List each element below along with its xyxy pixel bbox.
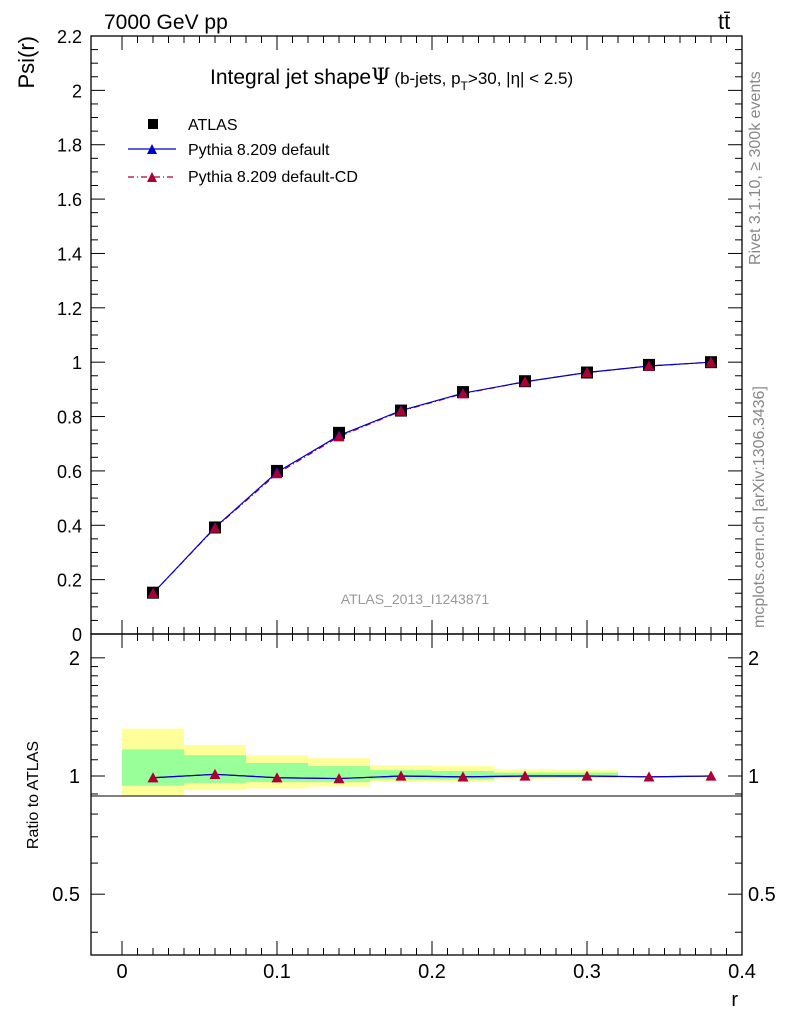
legend-label-default-cd: Pythia 8.209 default-CD — [188, 169, 358, 186]
ratio-point — [581, 770, 593, 781]
ratio-point — [271, 772, 283, 783]
ratio-point — [643, 771, 655, 782]
x-tick-label: 0 — [116, 961, 127, 983]
ratio-y-tick-label-right: 0.5 — [748, 884, 776, 906]
default-cd-point — [643, 360, 655, 371]
x-tick-labels: 0 0.1 0.2 0.3 0.4 — [116, 961, 755, 983]
ratio-line — [152, 773, 712, 780]
ratio-y-tick-label-right: 1 — [748, 766, 759, 788]
ratio-y-tick-labels: 0.5 0.5 1 1 2 2 — [52, 648, 776, 906]
ratio-point — [209, 768, 221, 779]
ratio-point — [333, 773, 345, 784]
default-cd-point — [271, 468, 283, 479]
main-y-tick-label: 0.4 — [57, 516, 82, 536]
default-cd-point — [147, 587, 159, 598]
ratio-point — [457, 771, 469, 782]
title-sub: T — [461, 79, 469, 93]
ratio-y-tick-label: 0.5 — [52, 884, 80, 906]
series-line-default-cd — [152, 361, 712, 594]
legend-marker-default — [147, 144, 157, 154]
main-y-axis-label: Psi(r) — [14, 36, 39, 89]
ratio-frame — [90, 633, 743, 956]
main-y-tick-label: 0.2 — [57, 571, 82, 591]
series-line-default — [152, 361, 712, 594]
title-close: >30, |η| < 2.5) — [468, 69, 573, 88]
x-tick-label: 0.2 — [418, 961, 446, 983]
ratio-y-tick-label: 2 — [69, 648, 80, 670]
main-ticks — [91, 35, 743, 635]
ratio-point — [705, 770, 717, 781]
default-cd-point — [209, 522, 221, 533]
legend-label-default: Pythia 8.209 default — [188, 142, 330, 159]
rivet-label: Rivet 3.1.10, ≥ 300k events — [747, 71, 764, 265]
main-y-tick-label: 2.2 — [57, 27, 82, 47]
process-label: tt̄ — [718, 9, 730, 34]
x-axis-label: r — [731, 989, 738, 1011]
default-cd-point — [519, 376, 531, 387]
x-tick-label: 0.4 — [728, 961, 756, 983]
ratio-y-tick-label: 1 — [69, 766, 80, 788]
title-main: Integral jet shape — [210, 66, 371, 89]
ratio-ticks — [91, 634, 743, 955]
ratio-y-tick-label-right: 2 — [748, 648, 759, 670]
main-y-tick-label: 0.6 — [57, 462, 82, 482]
mcplots-label: mcplots.cern.ch [arXiv:1306.3436] — [751, 386, 768, 628]
x-tick-label: 0.1 — [263, 961, 291, 983]
x-tick-label: 0.3 — [573, 961, 601, 983]
ratio-series — [147, 768, 717, 784]
energy-label: 7000 GeV pp — [104, 11, 228, 34]
title-psi: Ψ — [371, 65, 390, 90]
default-cd-point — [705, 356, 717, 367]
main-y-tick-label: 1.2 — [57, 299, 82, 319]
main-y-tick-label: 1.6 — [57, 190, 82, 210]
main-y-tick-label: 1.8 — [57, 136, 82, 156]
default-cd-point — [457, 388, 469, 399]
legend-label-atlas: ATLAS — [188, 117, 238, 134]
ratio-point — [395, 770, 407, 781]
legend-marker-default-cd — [147, 172, 157, 182]
main-y-tick-label: 2 — [72, 81, 82, 101]
main-panel: 0.2 0.4 0.6 0.8 1 1.2 1.4 1.6 1.8 2 2.2 0 Psi(r) I… — [14, 27, 743, 645]
ratio-point — [519, 770, 531, 781]
plot-title: Integral jet shapeΨ (b-jets, pT>30, |η| <… — [210, 65, 573, 93]
main-series — [147, 356, 717, 599]
main-y-tick-labels: 0.2 0.4 0.6 0.8 1 1.2 1.4 1.6 1.8 2 2.2 — [57, 27, 82, 591]
main-y-tick-label: 0.8 — [57, 408, 82, 428]
main-y-tick-label: 1.4 — [57, 244, 82, 264]
title-open: (b-jets, p — [394, 69, 460, 88]
ratio-bands — [122, 728, 618, 796]
legend-marker-atlas — [148, 119, 158, 129]
main-y-tick-label: 1 — [72, 353, 82, 373]
ratio-point — [147, 772, 159, 783]
analysis-watermark: ATLAS_2013_I1243871 — [341, 591, 490, 607]
default-cd-point — [333, 431, 345, 442]
ratio-panel: 0.5 0.51 12 2 0 0.1 0.2 0.3 0.4 Ratio to ATLAS … — [25, 633, 776, 1011]
default-cd-point — [581, 367, 593, 378]
ratio-y-axis-label: Ratio to ATLAS — [25, 741, 42, 849]
legend: ATLAS Pythia 8.209 default Pythia 8.209 … — [128, 117, 358, 186]
default-cd-point — [395, 405, 407, 416]
main-y-bottom-label: 0 — [72, 625, 82, 645]
